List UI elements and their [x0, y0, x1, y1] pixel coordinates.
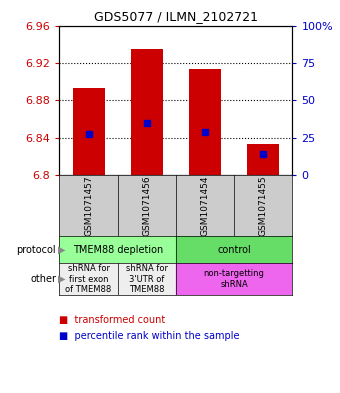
- Bar: [247, 144, 279, 175]
- Title: GDS5077 / ILMN_2102721: GDS5077 / ILMN_2102721: [94, 10, 258, 23]
- Text: ▶: ▶: [58, 244, 65, 255]
- Text: ■  transformed count: ■ transformed count: [59, 315, 166, 325]
- Text: protocol: protocol: [16, 244, 56, 255]
- Text: shRNA for
first exon
of TMEM88: shRNA for first exon of TMEM88: [66, 264, 112, 294]
- Bar: [59, 236, 176, 263]
- Text: ■  percentile rank within the sample: ■ percentile rank within the sample: [59, 331, 240, 341]
- Text: ▶: ▶: [58, 274, 65, 284]
- Bar: [118, 263, 176, 295]
- Text: non-targetting
shRNA: non-targetting shRNA: [204, 269, 265, 289]
- Text: shRNA for
3'UTR of
TMEM88: shRNA for 3'UTR of TMEM88: [126, 264, 168, 294]
- Bar: [189, 70, 221, 175]
- Bar: [131, 49, 163, 175]
- Bar: [59, 263, 118, 295]
- Text: TMEM88 depletion: TMEM88 depletion: [73, 244, 163, 255]
- Text: GSM1071454: GSM1071454: [201, 175, 209, 235]
- Text: GSM1071456: GSM1071456: [142, 175, 151, 236]
- Text: GSM1071457: GSM1071457: [84, 175, 93, 236]
- Text: other: other: [30, 274, 56, 284]
- Bar: [176, 263, 292, 295]
- Text: control: control: [217, 244, 251, 255]
- Bar: [176, 236, 292, 263]
- Bar: [73, 88, 105, 175]
- Text: GSM1071455: GSM1071455: [259, 175, 268, 236]
